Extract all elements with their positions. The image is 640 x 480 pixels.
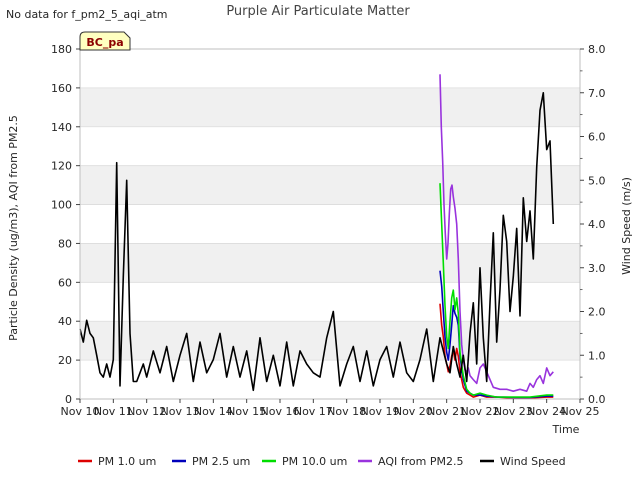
legend-label: AQI from PM2.5: [378, 455, 463, 468]
legend: PM 1.0 um PM 2.5 um PM 10.0 um AQI from PM2…: [78, 455, 566, 468]
band-100: [80, 165, 580, 205]
y-tick-label: 80: [58, 237, 72, 250]
y-tick-label: 100: [51, 199, 72, 212]
y-tick-label: 20: [58, 354, 72, 367]
x-tick-label: Nov 12: [127, 405, 166, 418]
legend-label: PM 1.0 um: [98, 455, 156, 468]
y-axis-label: Particle Density (ug/m3), AQI from PM2.5: [7, 115, 20, 341]
x-axis-label: Time: [552, 423, 580, 436]
y2-tick-label: 8.0: [588, 43, 606, 56]
plot-area: [79, 48, 581, 400]
x-tick-label: Nov 11: [94, 405, 133, 418]
y-tick-label: 140: [51, 121, 72, 134]
gridlines: [80, 87, 580, 361]
y-tick-label: 120: [51, 160, 72, 173]
y-tick-label: 0: [65, 393, 72, 406]
badge-label: BC_pa: [86, 36, 123, 49]
series-line-pm-10-0-um: [439, 183, 554, 398]
y2-tick-label: 7.0: [588, 87, 606, 100]
station-badge: BC_pa: [79, 31, 131, 51]
x-tick-label: Nov 10: [61, 405, 100, 418]
x-tick-label: Nov 20: [394, 405, 433, 418]
y2-tick-label: 4.0: [588, 218, 606, 231]
x-tick-label: Nov 16: [261, 405, 300, 418]
y2-tick-label: 1.0: [588, 349, 606, 362]
legend-label: PM 2.5 um: [192, 455, 250, 468]
series-line-wind-speed: [79, 92, 555, 392]
x-tick-label: Nov 18: [327, 405, 366, 418]
x-tick-label: Nov 24: [527, 405, 566, 418]
no-data-note: No data for f_pm2_5_aqi_atm: [6, 8, 167, 21]
y2-tick-label: 0.0: [588, 393, 606, 406]
legend-label: PM 10.0 um: [282, 455, 347, 468]
x-tick-label: Nov 14: [194, 405, 233, 418]
y-axis-right: 0.0 1.0 2.0 3.0 4.0 5.0 6.0 7.0 8.0: [580, 43, 606, 406]
x-tick-label: Nov 23: [494, 405, 533, 418]
series-line-aqi-from-pm2-5: [439, 74, 554, 393]
x-tick-label: Nov 22: [461, 405, 500, 418]
x-tick-label: Nov 13: [161, 405, 200, 418]
y2-tick-label: 2.0: [588, 306, 606, 319]
y-tick-label: 60: [58, 276, 72, 289]
series-lines: [79, 74, 555, 399]
band-140: [80, 87, 580, 127]
y2-axis-label: Wind Speed (m/s): [620, 177, 633, 275]
y-tick-label: 40: [58, 315, 72, 328]
y2-tick-label: 6.0: [588, 131, 606, 144]
x-tick-label: Nov 15: [227, 405, 266, 418]
badge-shape: [79, 31, 131, 51]
x-tick-label: Nov 19: [361, 405, 400, 418]
y-tick-label: 160: [51, 82, 72, 95]
band-60: [80, 243, 580, 283]
x-tick-label: Nov 21: [427, 405, 466, 418]
chart-title: Purple Air Particulate Matter: [226, 4, 410, 19]
y-tick-label: 180: [51, 43, 72, 56]
x-tick-label: Nov 17: [294, 405, 333, 418]
y2-tick-label: 3.0: [588, 262, 606, 275]
x-tick-label: Nov 25: [561, 405, 600, 418]
y-axis-left: 0 20 40 60 80 100 120 140 160 180: [51, 43, 80, 406]
legend-label: Wind Speed: [500, 455, 566, 468]
y2-tick-label: 5.0: [588, 174, 606, 187]
